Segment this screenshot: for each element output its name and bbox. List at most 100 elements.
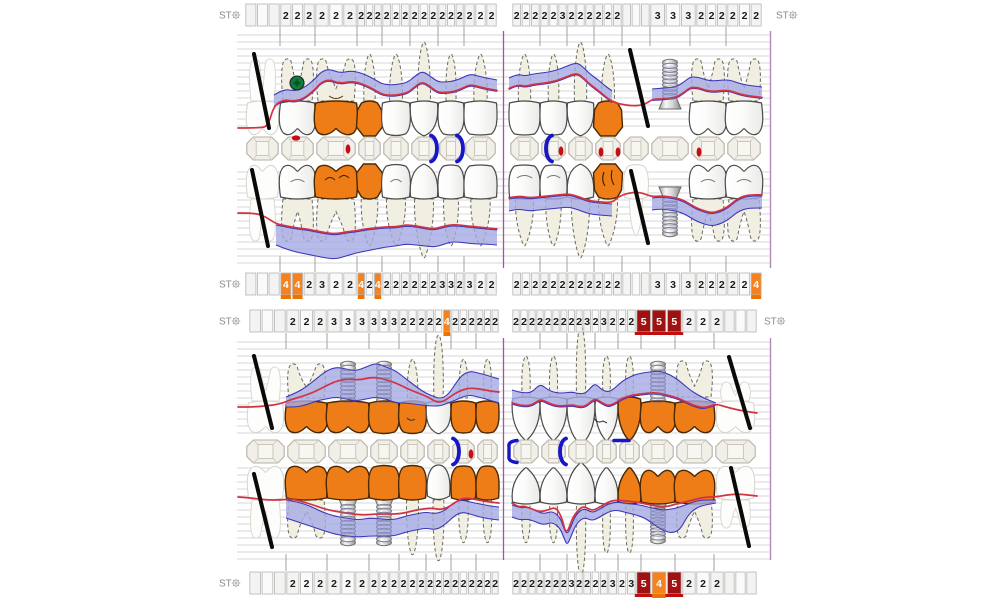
svg-text:2: 2 <box>561 316 567 328</box>
svg-text:2: 2 <box>410 316 416 328</box>
svg-text:3: 3 <box>569 578 575 590</box>
svg-text:2: 2 <box>485 316 491 328</box>
svg-text:3: 3 <box>560 10 566 22</box>
svg-text:2: 2 <box>521 316 527 328</box>
svg-text:2: 2 <box>714 316 720 328</box>
svg-text:2: 2 <box>742 10 748 22</box>
svg-text:2: 2 <box>419 578 425 590</box>
svg-text:2: 2 <box>452 578 458 590</box>
svg-text:2: 2 <box>578 279 584 291</box>
svg-text:4: 4 <box>656 578 662 590</box>
svg-text:2: 2 <box>492 316 498 328</box>
svg-text:2: 2 <box>345 578 351 590</box>
svg-text:3: 3 <box>331 316 337 328</box>
svg-text:2: 2 <box>304 316 310 328</box>
svg-text:4: 4 <box>295 279 301 291</box>
svg-text:2: 2 <box>367 279 373 291</box>
svg-text:2: 2 <box>576 316 582 328</box>
svg-text:ST: ST <box>219 579 232 590</box>
svg-text:2: 2 <box>596 10 602 22</box>
svg-text:2: 2 <box>467 10 473 22</box>
svg-text:3: 3 <box>655 279 661 291</box>
svg-text:2: 2 <box>461 578 467 590</box>
svg-text:2: 2 <box>436 316 442 328</box>
svg-text:2: 2 <box>427 578 433 590</box>
svg-text:2: 2 <box>709 279 715 291</box>
svg-text:2: 2 <box>584 578 590 590</box>
svg-text:3: 3 <box>670 279 676 291</box>
svg-text:2: 2 <box>430 10 436 22</box>
svg-text:2: 2 <box>317 316 323 328</box>
svg-text:2: 2 <box>569 10 575 22</box>
svg-text:2: 2 <box>614 10 620 22</box>
svg-text:2: 2 <box>730 279 736 291</box>
svg-text:3: 3 <box>448 279 454 291</box>
svg-text:2: 2 <box>686 316 692 328</box>
svg-text:2: 2 <box>333 10 339 22</box>
svg-text:2: 2 <box>513 316 519 328</box>
svg-text:4: 4 <box>375 279 381 291</box>
svg-text:5: 5 <box>641 316 647 328</box>
svg-text:2: 2 <box>576 578 582 590</box>
svg-text:2: 2 <box>686 578 692 590</box>
svg-text:2: 2 <box>605 279 611 291</box>
svg-text:2: 2 <box>553 316 559 328</box>
svg-text:2: 2 <box>457 10 463 22</box>
svg-text:2: 2 <box>347 10 353 22</box>
svg-text:2: 2 <box>457 279 463 291</box>
svg-text:3: 3 <box>381 316 387 328</box>
svg-text:ST: ST <box>776 11 789 22</box>
svg-text:3: 3 <box>371 316 377 328</box>
svg-text:2: 2 <box>561 578 567 590</box>
svg-text:2: 2 <box>700 578 706 590</box>
svg-text:2: 2 <box>410 578 416 590</box>
svg-text:2: 2 <box>401 316 407 328</box>
svg-text:2: 2 <box>478 10 484 22</box>
svg-text:2: 2 <box>610 316 616 328</box>
svg-text:2: 2 <box>358 10 364 22</box>
svg-text:2: 2 <box>596 279 602 291</box>
svg-text:2: 2 <box>436 578 442 590</box>
svg-text:3: 3 <box>467 279 473 291</box>
svg-text:2: 2 <box>569 279 575 291</box>
svg-text:2: 2 <box>444 578 450 590</box>
svg-text:5: 5 <box>671 316 677 328</box>
svg-text:ST: ST <box>219 280 232 291</box>
svg-text:2: 2 <box>391 578 397 590</box>
svg-text:2: 2 <box>393 279 399 291</box>
svg-text:2: 2 <box>523 279 529 291</box>
svg-text:3: 3 <box>685 10 691 22</box>
svg-text:2: 2 <box>532 10 538 22</box>
svg-text:5: 5 <box>641 578 647 590</box>
svg-text:2: 2 <box>537 578 543 590</box>
svg-text:2: 2 <box>485 578 491 590</box>
svg-text:2: 2 <box>545 578 551 590</box>
svg-text:2: 2 <box>719 279 725 291</box>
svg-text:2: 2 <box>384 279 390 291</box>
svg-text:2: 2 <box>283 10 289 22</box>
svg-text:5: 5 <box>671 578 677 590</box>
svg-text:3: 3 <box>610 578 616 590</box>
svg-text:2: 2 <box>402 279 408 291</box>
svg-text:2: 2 <box>306 10 312 22</box>
svg-text:2: 2 <box>569 316 575 328</box>
svg-text:ST: ST <box>219 317 232 328</box>
svg-text:ST: ST <box>764 317 777 328</box>
svg-text:2: 2 <box>489 10 495 22</box>
svg-text:2: 2 <box>542 10 548 22</box>
svg-text:2: 2 <box>402 10 408 22</box>
svg-text:2: 2 <box>347 279 353 291</box>
svg-text:2: 2 <box>587 279 593 291</box>
svg-text:2: 2 <box>514 10 520 22</box>
svg-text:3: 3 <box>359 316 365 328</box>
svg-text:2: 2 <box>384 10 390 22</box>
svg-text:2: 2 <box>421 279 427 291</box>
svg-text:3: 3 <box>439 279 445 291</box>
svg-text:2: 2 <box>698 279 704 291</box>
svg-text:2: 2 <box>545 316 551 328</box>
svg-text:2: 2 <box>730 10 736 22</box>
svg-text:2: 2 <box>587 10 593 22</box>
svg-text:2: 2 <box>529 316 535 328</box>
svg-text:2: 2 <box>601 578 607 590</box>
svg-text:2: 2 <box>619 578 625 590</box>
